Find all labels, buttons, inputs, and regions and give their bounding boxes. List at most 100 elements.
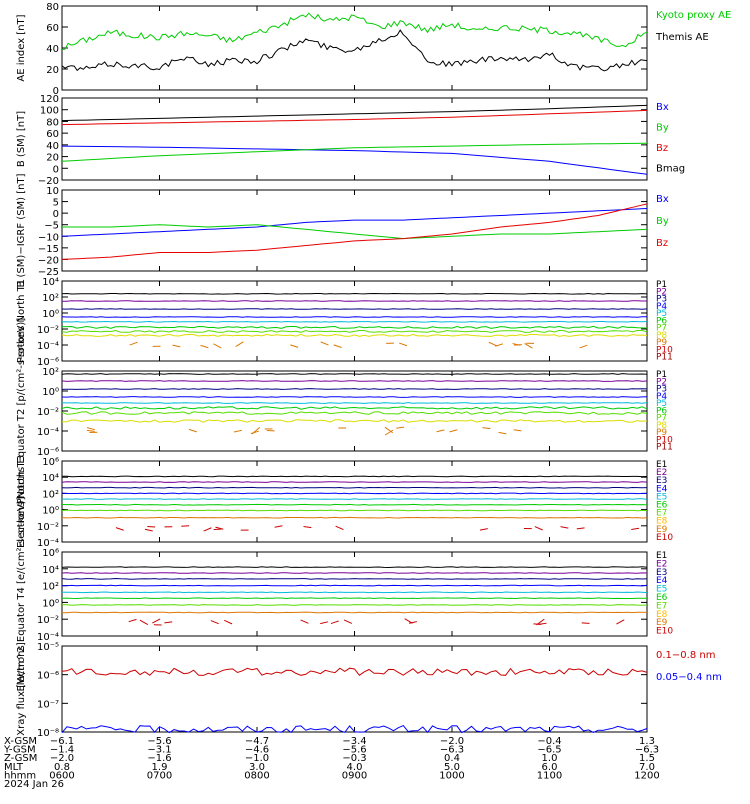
y-axis-label: B (SM) [nT] (16, 111, 27, 167)
series-line-p3 (62, 389, 647, 390)
y-tick-label: 10⁰ (42, 598, 59, 609)
series-fragment-p9 (385, 427, 393, 433)
y-tick-label: 10⁻² (37, 407, 59, 418)
y-tick-label: 40 (46, 141, 59, 152)
series-fragment-p9 (514, 430, 522, 431)
series-line-p2 (62, 301, 647, 302)
series-fragment-p9 (334, 345, 342, 348)
y-tick-label: 10² (42, 293, 59, 304)
series-fragment-p9 (234, 430, 242, 432)
series-line-by (62, 143, 647, 161)
series-line-p8 (62, 420, 647, 422)
y-tick-label: 10⁻² (37, 615, 59, 626)
series-fragment-e10 (204, 528, 212, 531)
series-line-p5 (62, 403, 647, 404)
series-fragment-e10 (535, 527, 543, 530)
y-axis-label: B (SM)−IGRF (SM) [nT] (16, 173, 27, 287)
series-line-p3 (62, 309, 647, 310)
series-fragment-e10 (116, 528, 124, 531)
series-fragment-p9 (213, 344, 221, 348)
series-fragment-e10 (561, 527, 569, 529)
y-tick-label: 20 (46, 153, 59, 164)
series-line-p1 (62, 374, 647, 375)
legend-entry: Bmag (656, 164, 685, 175)
series-fragment-e10 (631, 528, 639, 529)
series-fragment-e10 (331, 621, 339, 624)
y-tick-label: 10⁰ (42, 387, 59, 398)
series-line-e3 (62, 487, 647, 488)
y-tick-label: −20 (38, 255, 59, 266)
y-tick-label: 10⁶ (42, 457, 59, 468)
legend-entry: 0.1−0.8 nm (656, 650, 715, 661)
series-fragment-e10 (336, 526, 344, 529)
series-line-themis-ae (62, 30, 647, 71)
series-fragment-e10 (145, 529, 153, 531)
series-line-p4 (62, 397, 647, 398)
series-line-p4 (62, 317, 647, 318)
series-fragment-p9 (489, 342, 497, 346)
series-line-e6 (62, 504, 647, 505)
series-fragment-p9 (580, 345, 588, 348)
footer-value: 0900 (342, 770, 367, 781)
series-fragment-p9 (130, 342, 138, 345)
series-fragment-e10 (140, 620, 148, 624)
series-fragment-e10 (275, 526, 283, 527)
y-tick-label: 80 (46, 117, 59, 128)
y-tick-label: 10⁰ (42, 506, 59, 517)
series-fragment-e10 (164, 622, 172, 623)
y-tick-label: 10⁻⁶ (37, 671, 59, 682)
y-tick-label: −15 (38, 244, 59, 255)
series-line-kyoto-proxy-ae (62, 13, 647, 49)
series-fragment-e10 (480, 529, 488, 530)
series-fragment-p9 (172, 345, 180, 347)
series-line-e2 (62, 573, 647, 574)
y-tick-label: 100 (40, 106, 59, 117)
series-line-p1 (62, 294, 647, 295)
series-line-e1 (62, 567, 647, 568)
series-line-p6 (62, 407, 647, 409)
series-fragment-p9 (483, 428, 491, 429)
footer-date: 2024 Jan 26 (4, 779, 64, 790)
y-tick-label: 10 (46, 186, 59, 197)
series-fragment-p9 (290, 345, 298, 347)
series-line-p8 (62, 334, 647, 336)
panel-frame (62, 6, 647, 90)
legend-entry: Bz (656, 238, 668, 249)
series-line-e2 (62, 482, 647, 483)
legend-entry: 0.05−0.4 nm (656, 672, 722, 683)
legend-entry: Kyoto proxy AE (656, 10, 731, 21)
series-fragment-p9 (201, 345, 209, 347)
legend-entry: Themis AE (655, 32, 709, 43)
panel-frame (62, 190, 647, 271)
footer-value: 0700 (147, 770, 172, 781)
series-fragment-p9 (87, 428, 95, 430)
legend-entry: Bx (656, 102, 669, 113)
panel-frame (62, 646, 647, 732)
series-line-e8 (62, 612, 647, 613)
series-fragment-e10 (616, 620, 624, 624)
series-line-bx (62, 146, 647, 174)
series-fragment-p9 (189, 429, 197, 432)
y-tick-label: 10² (42, 582, 59, 593)
series-fragment-e10 (152, 619, 160, 623)
legend-entry: By (656, 123, 669, 134)
series-line-p6 (62, 326, 647, 328)
series-line-p7 (62, 412, 647, 414)
y-tick-label: 10⁴ (42, 565, 59, 576)
y-tick-label: 10⁰ (42, 309, 59, 320)
y-tick-label: 20 (46, 65, 59, 76)
y-tick-label: 40 (46, 44, 59, 55)
series-fragment-p9 (396, 427, 404, 428)
series-fragment-p9 (499, 432, 507, 433)
series-fragment-e10 (320, 622, 328, 624)
legend-entry: Bx (656, 194, 669, 205)
series-line-p5 (62, 322, 647, 323)
series-line-e4 (62, 493, 647, 494)
series-line-e8 (62, 517, 647, 518)
series-fragment-p9 (437, 430, 445, 432)
